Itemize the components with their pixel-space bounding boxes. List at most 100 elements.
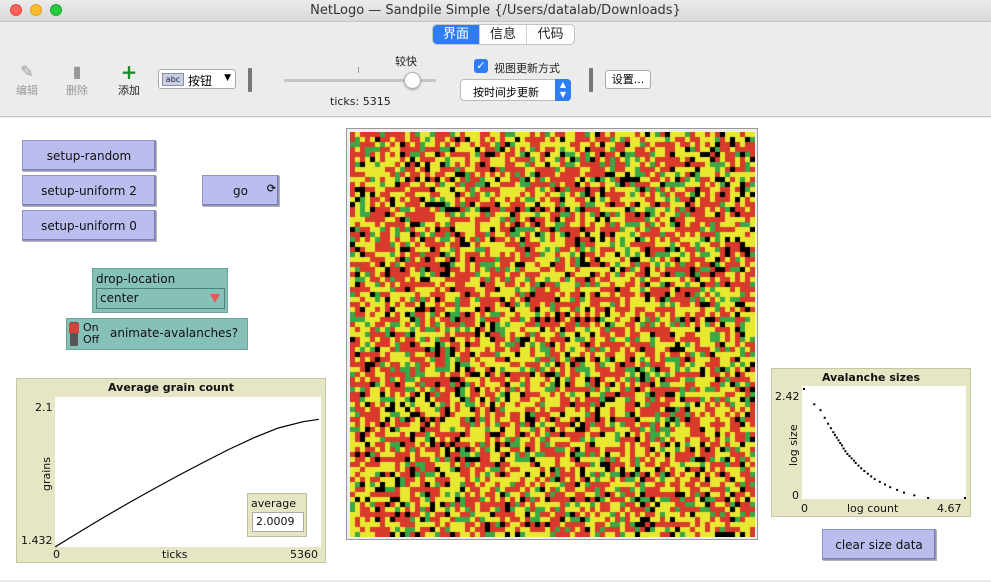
avalanche-point bbox=[803, 388, 805, 390]
avalanche-point bbox=[884, 483, 886, 486]
window-title: NetLogo — Sandpile Simple {/Users/datala… bbox=[310, 3, 681, 18]
dropdown-triangle-icon bbox=[210, 294, 220, 303]
avalanche-point bbox=[850, 457, 853, 460]
y-max-label: 2.1 bbox=[35, 401, 53, 414]
settings-button[interactable]: 设置... bbox=[605, 70, 651, 89]
pencil-icon: ✎ bbox=[20, 62, 34, 81]
update-mode-value: 按时间步更新 bbox=[473, 86, 539, 99]
toolbar: 界面 信息 代码 ✎ 编辑 ▮ 删除 + 添加 abc 按钮 ▼ 较快 tick… bbox=[0, 22, 991, 117]
x-axis-label: log count bbox=[847, 502, 899, 515]
tab-code[interactable]: 代码 bbox=[537, 27, 564, 42]
avalanche-point bbox=[860, 467, 863, 470]
chooser-label: drop-location bbox=[96, 272, 176, 286]
y-max-label: 2.42 bbox=[775, 390, 800, 403]
y-min-label: 1.432 bbox=[21, 534, 53, 547]
avalanche-point bbox=[835, 436, 838, 439]
avalanche-point bbox=[927, 497, 930, 499]
tab-interface[interactable]: 界面 bbox=[433, 25, 480, 44]
go-label: go bbox=[233, 184, 248, 198]
monitor-value: 2.0009 bbox=[252, 512, 304, 532]
chooser-value-text: center bbox=[100, 291, 139, 305]
plot-title: Avalanche sizes bbox=[821, 371, 921, 384]
close-window-button[interactable] bbox=[10, 4, 22, 16]
avalanche-point bbox=[827, 422, 830, 425]
avalanche-point bbox=[829, 427, 832, 430]
avalanche-point bbox=[870, 475, 873, 478]
zoom-window-button[interactable] bbox=[50, 4, 62, 16]
x-min-label: 0 bbox=[53, 548, 60, 561]
avalanche-point bbox=[853, 459, 855, 462]
patch-grid[interactable] bbox=[350, 132, 755, 537]
average-line-svg bbox=[54, 418, 319, 548]
window-title-bar: NetLogo — Sandpile Simple {/Users/datala… bbox=[0, 0, 991, 22]
dropdown-arrow-icon: ▼ bbox=[224, 73, 231, 83]
avalanche-point bbox=[819, 409, 822, 412]
speed-slider-thumb[interactable] bbox=[404, 72, 421, 89]
edit-label: 编辑 bbox=[16, 84, 38, 97]
speed-slider[interactable] bbox=[284, 79, 436, 82]
avalanche-point bbox=[837, 439, 840, 442]
avalanche-point bbox=[813, 403, 816, 406]
switch-knob[interactable] bbox=[69, 323, 79, 333]
animate-avalanches-switch[interactable]: On Off animate-avalanches? bbox=[66, 318, 248, 350]
edit-button[interactable]: ✎ 编辑 bbox=[7, 62, 47, 98]
switch-off-label: Off bbox=[83, 333, 100, 346]
cycle-arrows-icon: ⟳ bbox=[266, 182, 276, 195]
drop-location-chooser[interactable]: drop-location center bbox=[92, 268, 228, 313]
avalanche-point bbox=[863, 470, 866, 472]
avalanche-point bbox=[834, 433, 836, 436]
avalanche-point bbox=[844, 450, 847, 453]
y-min-label: 0 bbox=[792, 489, 799, 502]
avalanche-point bbox=[964, 497, 966, 499]
avalanche-point bbox=[840, 444, 843, 447]
toolbar-separator bbox=[248, 68, 252, 92]
setup-random-button[interactable]: setup-random bbox=[22, 140, 156, 171]
x-axis-label: ticks bbox=[162, 548, 188, 561]
toolbar-separator bbox=[589, 68, 593, 92]
y-axis-label: grains bbox=[40, 456, 53, 491]
monitor-label: average bbox=[251, 497, 297, 510]
avalanche-point bbox=[896, 488, 899, 491]
avalanche-scatter-svg bbox=[803, 388, 966, 499]
add-button[interactable]: + 添加 bbox=[109, 62, 149, 98]
plot-area bbox=[802, 386, 966, 499]
x-max-label: 5360 bbox=[290, 548, 318, 561]
switch-track[interactable] bbox=[70, 322, 78, 346]
speed-slider-tick bbox=[358, 67, 359, 73]
avalanche-point bbox=[889, 486, 892, 489]
widget-type-label: 按钮 bbox=[188, 74, 213, 88]
avalanche-point bbox=[846, 452, 849, 455]
avalanche-point bbox=[873, 478, 876, 481]
avalanche-point bbox=[848, 455, 851, 458]
button-widget-icon: abc bbox=[162, 73, 184, 86]
delete-label: 删除 bbox=[66, 84, 88, 97]
avalanche-point bbox=[842, 447, 845, 450]
switch-on-label: On bbox=[83, 321, 99, 334]
average-grain-line bbox=[54, 418, 319, 548]
chooser-value[interactable]: center bbox=[96, 288, 225, 309]
clear-size-data-button[interactable]: clear size data bbox=[822, 529, 936, 560]
avalanche-point bbox=[878, 480, 881, 483]
minimize-window-button[interactable] bbox=[30, 4, 42, 16]
avalanche-point bbox=[913, 494, 916, 497]
view-updates-checkbox[interactable]: ✓ bbox=[474, 59, 488, 73]
avalanche-point bbox=[903, 491, 905, 494]
view-updates-label: 视图更新方式 bbox=[494, 62, 560, 75]
delete-button[interactable]: ▮ 删除 bbox=[57, 62, 97, 98]
setup-uniform-0-button[interactable]: setup-uniform 0 bbox=[22, 210, 156, 241]
up-down-arrows-icon: ▲ ▼ bbox=[555, 79, 571, 101]
plot-title: Average grain count bbox=[108, 381, 234, 394]
avalanche-sizes-plot: Avalanche sizes 2.42 0 0 4.67 log count … bbox=[771, 368, 971, 517]
setup-uniform-2-button[interactable]: setup-uniform 2 bbox=[22, 175, 156, 206]
view-tabs: 界面 信息 代码 bbox=[432, 24, 575, 45]
avalanche-point bbox=[839, 442, 842, 444]
tab-info[interactable]: 信息 bbox=[480, 25, 527, 44]
switch-name: animate-avalanches? bbox=[110, 326, 239, 340]
update-mode-select[interactable]: 按时间步更新 ▲ ▼ bbox=[460, 79, 571, 101]
world-view[interactable] bbox=[346, 128, 758, 540]
y-axis-label: log size bbox=[787, 424, 800, 466]
widget-type-select[interactable]: abc 按钮 ▼ bbox=[158, 69, 236, 89]
go-button[interactable]: go ⟳ bbox=[202, 175, 279, 206]
x-min-label: 0 bbox=[801, 502, 808, 515]
plus-icon: + bbox=[120, 60, 138, 84]
